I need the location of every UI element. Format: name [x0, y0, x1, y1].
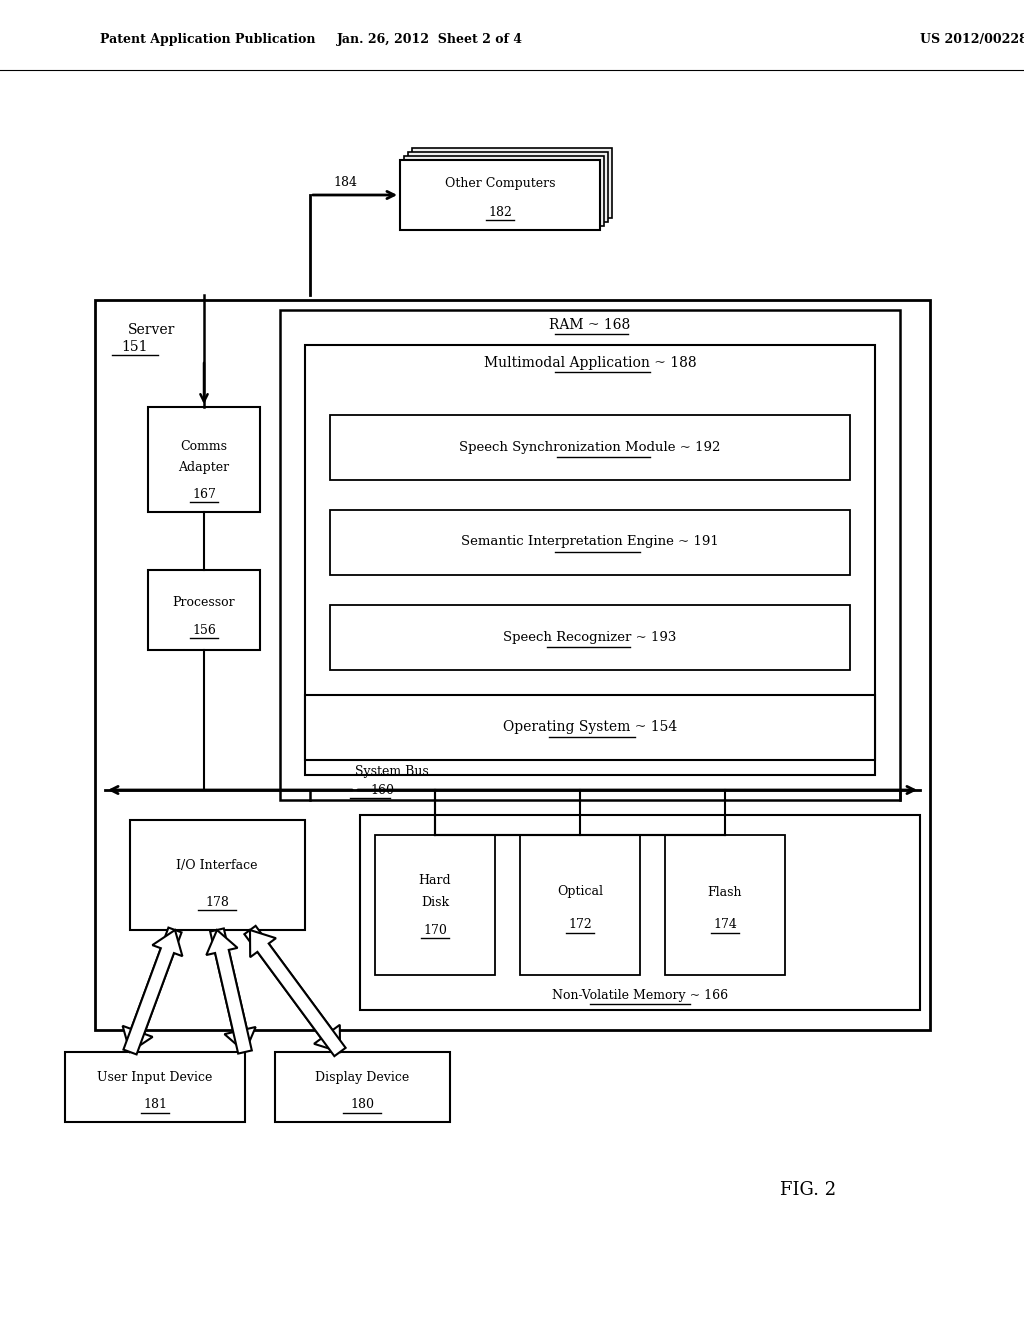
Text: Processor: Processor	[173, 595, 236, 609]
Bar	[412, 148, 612, 218]
Polygon shape	[206, 931, 252, 1053]
Text: Comms: Comms	[180, 441, 227, 454]
Bar	[330, 414, 850, 480]
Text: Server: Server	[128, 323, 175, 337]
Bar	[375, 836, 495, 975]
Text: Patent Application Publication: Patent Application Publication	[100, 33, 315, 46]
Text: Hard: Hard	[419, 874, 452, 887]
Text: RAM ~ 168: RAM ~ 168	[549, 318, 631, 333]
Text: Flash: Flash	[708, 886, 742, 899]
Text: 180: 180	[350, 1098, 374, 1111]
Bar	[520, 836, 640, 975]
Bar	[275, 1052, 450, 1122]
Bar	[408, 152, 608, 222]
Text: User Input Device: User Input Device	[97, 1071, 213, 1084]
Text: Display Device: Display Device	[314, 1071, 410, 1084]
Text: FIG. 2: FIG. 2	[780, 1181, 837, 1199]
Bar	[148, 407, 260, 512]
Polygon shape	[124, 931, 182, 1055]
Text: 181: 181	[143, 1098, 167, 1111]
Text: 156: 156	[193, 623, 216, 636]
Text: Speech Synchronization Module ~ 192: Speech Synchronization Module ~ 192	[460, 441, 721, 454]
Bar	[360, 814, 920, 1010]
Text: US 2012/0022875 A1: US 2012/0022875 A1	[920, 33, 1024, 46]
Text: Jan. 26, 2012  Sheet 2 of 4: Jan. 26, 2012 Sheet 2 of 4	[337, 33, 523, 46]
Polygon shape	[123, 928, 181, 1052]
Bar	[330, 605, 850, 671]
Polygon shape	[245, 925, 340, 1052]
Text: I/O Interface: I/O Interface	[176, 858, 258, 871]
Text: 172: 172	[568, 919, 592, 932]
Bar	[130, 820, 305, 931]
Text: Non-Volatile Memory ~ 166: Non-Volatile Memory ~ 166	[552, 989, 728, 1002]
Text: 151: 151	[122, 341, 148, 354]
Text: Adapter: Adapter	[178, 461, 229, 474]
Text: Disk: Disk	[421, 895, 450, 908]
Bar	[404, 156, 604, 226]
Text: Optical: Optical	[557, 886, 603, 899]
Text: 178: 178	[205, 895, 229, 908]
Bar	[280, 310, 900, 800]
Text: 170: 170	[423, 924, 446, 936]
Text: Semantic Interpretation Engine ~ 191: Semantic Interpretation Engine ~ 191	[461, 536, 719, 549]
Bar	[65, 1052, 245, 1122]
Text: 174: 174	[713, 919, 737, 932]
Text: 182: 182	[488, 206, 512, 219]
Text: 167: 167	[193, 487, 216, 500]
Text: Operating System ~ 154: Operating System ~ 154	[503, 719, 677, 734]
Text: 184: 184	[333, 176, 357, 189]
Polygon shape	[210, 928, 256, 1052]
Text: 160: 160	[370, 784, 394, 796]
Bar	[305, 345, 874, 775]
Bar	[305, 696, 874, 760]
Text: Multimodal Application ~ 188: Multimodal Application ~ 188	[483, 356, 696, 370]
Text: System Bus: System Bus	[355, 766, 429, 779]
Text: Speech Recognizer ~ 193: Speech Recognizer ~ 193	[504, 631, 677, 644]
Bar	[400, 160, 600, 230]
Bar	[330, 510, 850, 576]
Text: Other Computers: Other Computers	[444, 177, 555, 190]
Bar	[95, 300, 930, 1030]
Bar	[665, 836, 785, 975]
Bar	[148, 570, 260, 649]
Polygon shape	[250, 931, 346, 1056]
